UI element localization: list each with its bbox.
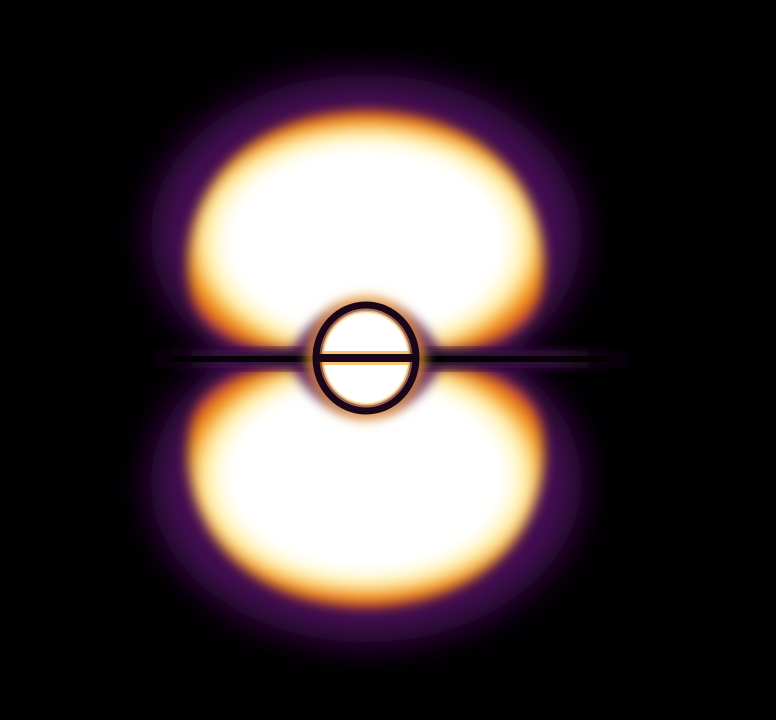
upper-lobe <box>187 110 545 350</box>
lower-lobe <box>187 368 545 608</box>
inner-ring <box>307 296 425 420</box>
